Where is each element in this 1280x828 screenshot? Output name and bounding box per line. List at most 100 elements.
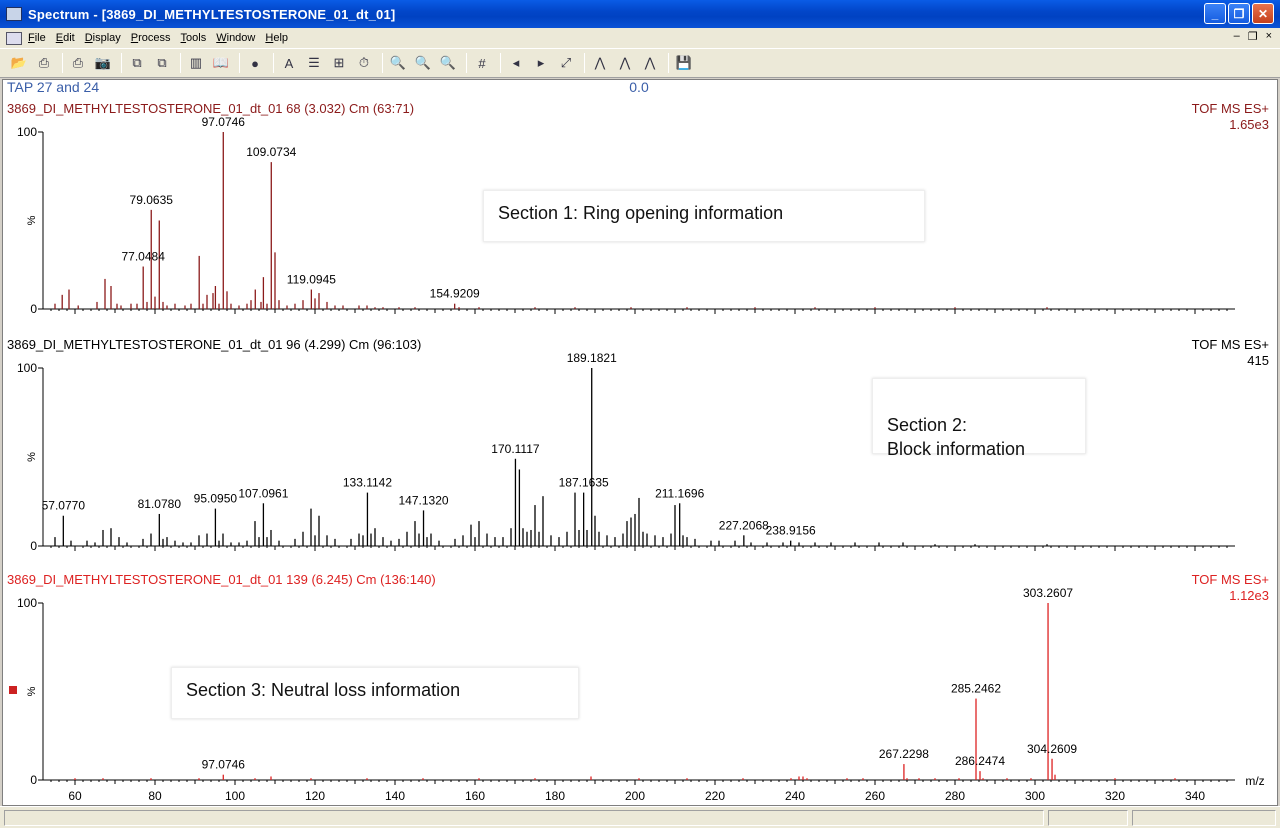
menu-process[interactable]: Process (130, 32, 171, 44)
section-1-annotation: Section 1: Ring opening information (483, 190, 925, 242)
status-pane-2 (1132, 810, 1276, 826)
zoom-reset-icon[interactable]: 🔍 (439, 55, 457, 70)
panel-1-peak-label: 154.9209 (430, 287, 480, 301)
panel-3-y-unit: % (26, 686, 38, 696)
document-icon[interactable] (6, 31, 22, 45)
menu-tools[interactable]: Tools (180, 32, 207, 44)
back-icon[interactable]: ◂ (512, 55, 520, 70)
panel-3-peak-label: 304.2609 (1027, 742, 1077, 756)
layout-icon[interactable]: ☰ (308, 55, 320, 70)
zoom-in-icon[interactable]: 🔍 (389, 55, 407, 70)
panel-2-peak-label: 238.9156 (766, 524, 816, 538)
panel-2-y-label-0: 0 (30, 539, 37, 553)
spectrum-plot: TAP 27 and 24 0.0 3869_DI_METHYLTESTOSTERO… (7, 79, 1269, 803)
panel-2-peak-label: 95.0950 (194, 492, 238, 506)
panel-3-peak-label: 286.2474 (955, 754, 1005, 768)
x-tick-label: 60 (68, 789, 82, 803)
x-tick-label: 200 (625, 789, 645, 803)
panel-1-intensity: 1.65e3 (1229, 117, 1269, 132)
copy-icon[interactable]: ⧉ (132, 55, 142, 70)
panel-3-y-label-100: 100 (17, 596, 37, 610)
menu-bar: File Edit Display Process Tools Window H… (0, 28, 1280, 48)
font-icon[interactable]: A (284, 55, 294, 71)
panel-1-peak-label: 79.0635 (130, 193, 174, 207)
spectrum-app-icon (6, 7, 22, 21)
spectrum-canvas: TAP 27 and 24 0.0 3869_DI_METHYLTESTOSTERO… (2, 79, 1278, 806)
panel-1-y-label-0: 0 (30, 302, 37, 316)
spectrum-list-icon[interactable]: ▥ (189, 55, 203, 70)
panel-1-y-unit: % (26, 215, 38, 225)
panel-3-intensity: 1.12e3 (1229, 588, 1269, 603)
fit-icon[interactable]: ⤢ (560, 55, 572, 70)
panel-2-peak-label: 57.0770 (42, 499, 86, 513)
doc-minimize-button[interactable]: – (1233, 30, 1240, 42)
smooth-icon[interactable]: ⋀ (619, 55, 631, 70)
panel-2-mode: TOF MS ES+ (1192, 337, 1269, 352)
peak-list-icon[interactable]: ⊞ (333, 55, 345, 70)
section-2-annotation: Section 2: Block information (872, 378, 1086, 459)
panel-2-peak-label: 133.1142 (343, 476, 392, 490)
peak-icon[interactable]: ⋀ (594, 55, 606, 70)
window-title: Spectrum - [3869_DI_METHYLTESTOSTERONE_0… (28, 6, 396, 22)
panel-1-mode: TOF MS ES+ (1192, 101, 1269, 116)
section-3-text: Section 3: Neutral loss information (186, 680, 461, 700)
open-icon[interactable]: 📂 (10, 55, 28, 70)
toolbar-separator (273, 53, 274, 73)
save-icon[interactable]: 💾 (675, 55, 693, 70)
panel-1-y-label-100: 100 (17, 125, 37, 139)
x-tick-label: 320 (1105, 789, 1125, 803)
stopwatch-icon[interactable]: ⏱ (358, 55, 370, 70)
panel-3-active-marker (9, 686, 17, 694)
panel-2-peak-label: 227.2068 (719, 518, 769, 532)
panel-2-peak-label: 170.1117 (491, 442, 540, 456)
book-icon[interactable]: 📖 (212, 55, 230, 70)
section-1-text: Section 1: Ring opening information (498, 203, 784, 223)
panel-1-peak-label: 119.0945 (287, 273, 336, 287)
toolbar-separator (180, 53, 181, 73)
toolbar-separator (121, 53, 122, 73)
center-icon[interactable]: ⋀ (644, 55, 656, 70)
menu-edit[interactable]: Edit (55, 32, 75, 44)
paste-icon[interactable]: ⧉ (157, 55, 167, 70)
x-tick-label: 280 (945, 789, 965, 803)
panel-2-y-unit: % (26, 452, 38, 462)
title-bar: Spectrum - [3869_DI_METHYLTESTOSTERONE_0… (0, 0, 1280, 28)
toolbar-separator (500, 53, 501, 73)
doc-close-button[interactable]: × (1265, 30, 1272, 42)
x-tick-label: 100 (225, 789, 245, 803)
menu-file[interactable]: File (28, 32, 46, 44)
panel-3-peak-label: 267.2298 (879, 747, 929, 761)
panel-3-mode: TOF MS ES+ (1192, 572, 1269, 587)
zoom-out-icon[interactable]: 🔍 (414, 55, 432, 70)
panel-3-y-label-0: 0 (30, 773, 37, 787)
panel-1-title: 3869_DI_METHYLTESTOSTERONE_01_dt_01 68 (… (7, 101, 414, 116)
forward-icon[interactable]: ▸ (537, 55, 545, 70)
panel-2-y-label-100: 100 (17, 361, 37, 375)
menu-window[interactable]: Window (216, 32, 256, 44)
close-button[interactable]: ✕ (1252, 3, 1274, 24)
doc-restore-button[interactable]: ❐ (1247, 31, 1258, 43)
toolbar-separator (62, 53, 63, 73)
toolbar-separator (584, 53, 585, 73)
menu-display[interactable]: Display (84, 32, 121, 44)
document-controls: – ❐ × (1234, 30, 1272, 43)
status-pane-1 (1048, 810, 1128, 826)
x-tick-label: 160 (465, 789, 485, 803)
print-preview-icon[interactable]: ⎙ (38, 55, 50, 70)
globe-icon[interactable]: ● (251, 55, 259, 71)
x-tick-label: 220 (705, 789, 725, 803)
panel-3-peak-label: 285.2462 (951, 682, 1001, 696)
panel-1-peak-label: 77.0484 (121, 250, 165, 264)
panel-1-peak-label: 97.0746 (202, 115, 246, 129)
menu-help[interactable]: Help (265, 32, 289, 44)
print-icon[interactable]: ⎙ (72, 55, 84, 70)
x-tick-label: 300 (1025, 789, 1045, 803)
minimize-button[interactable]: _ (1204, 3, 1226, 24)
toolbar-separator (382, 53, 383, 73)
restore-button[interactable]: ❐ (1228, 3, 1250, 24)
panel-2-peak-label: 189.1821 (567, 351, 617, 365)
panel-3-peak-label: 303.2607 (1023, 586, 1073, 600)
camera-icon[interactable]: 📷 (94, 55, 112, 70)
grid-icon[interactable]: # (478, 55, 486, 71)
window-controls: _ ❐ ✕ (1204, 3, 1274, 24)
